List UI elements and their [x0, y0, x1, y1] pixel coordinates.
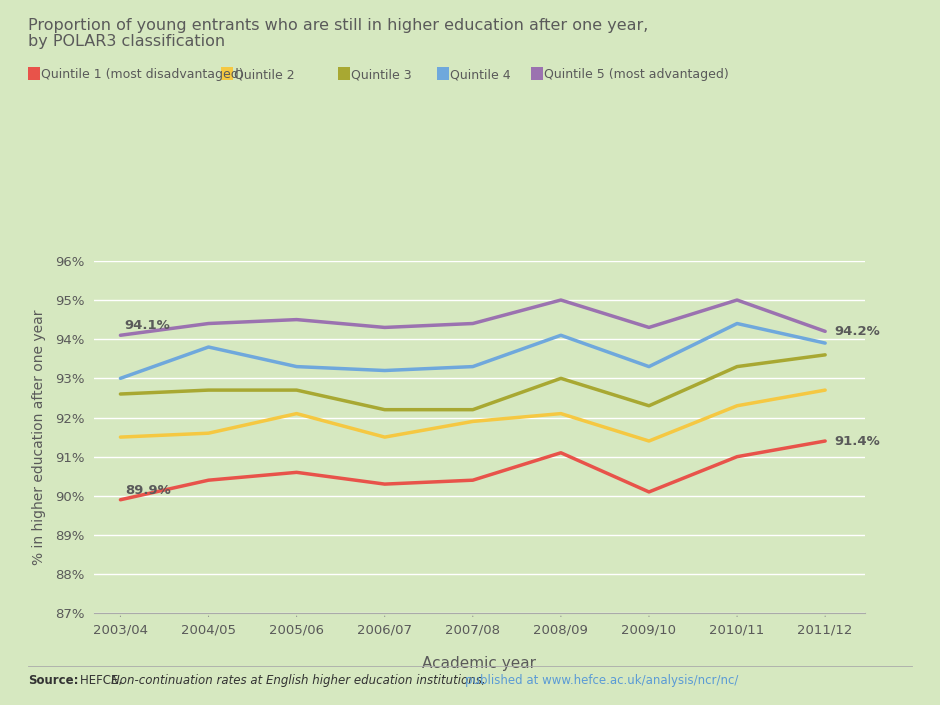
Text: 94.1%: 94.1% [125, 319, 170, 332]
X-axis label: Academic year: Academic year [422, 656, 537, 670]
Text: Quintile 1 (most disadvantaged): Quintile 1 (most disadvantaged) [41, 68, 243, 81]
Text: Quintile 3: Quintile 3 [352, 68, 412, 81]
Text: Quintile 2: Quintile 2 [233, 68, 294, 81]
Text: 89.9%: 89.9% [125, 484, 170, 496]
Text: Quintile 4: Quintile 4 [450, 68, 510, 81]
Text: 91.4%: 91.4% [834, 434, 880, 448]
Text: Non-continuation rates at English higher education institutions,: Non-continuation rates at English higher… [111, 675, 486, 687]
Text: Source:: Source: [28, 675, 79, 687]
Text: Proportion of young entrants who are still in higher education after one year,: Proportion of young entrants who are sti… [28, 18, 649, 32]
Text: Quintile 5 (most advantaged): Quintile 5 (most advantaged) [543, 68, 728, 81]
Y-axis label: % in higher education after one year: % in higher education after one year [33, 309, 46, 565]
Text: by POLAR3 classification: by POLAR3 classification [28, 34, 226, 49]
Text: published at www.hefce.ac.uk/analysis/ncr/nc/: published at www.hefce.ac.uk/analysis/nc… [465, 675, 739, 687]
Text: 94.2%: 94.2% [834, 325, 880, 338]
Text: HEFCE,: HEFCE, [80, 675, 126, 687]
